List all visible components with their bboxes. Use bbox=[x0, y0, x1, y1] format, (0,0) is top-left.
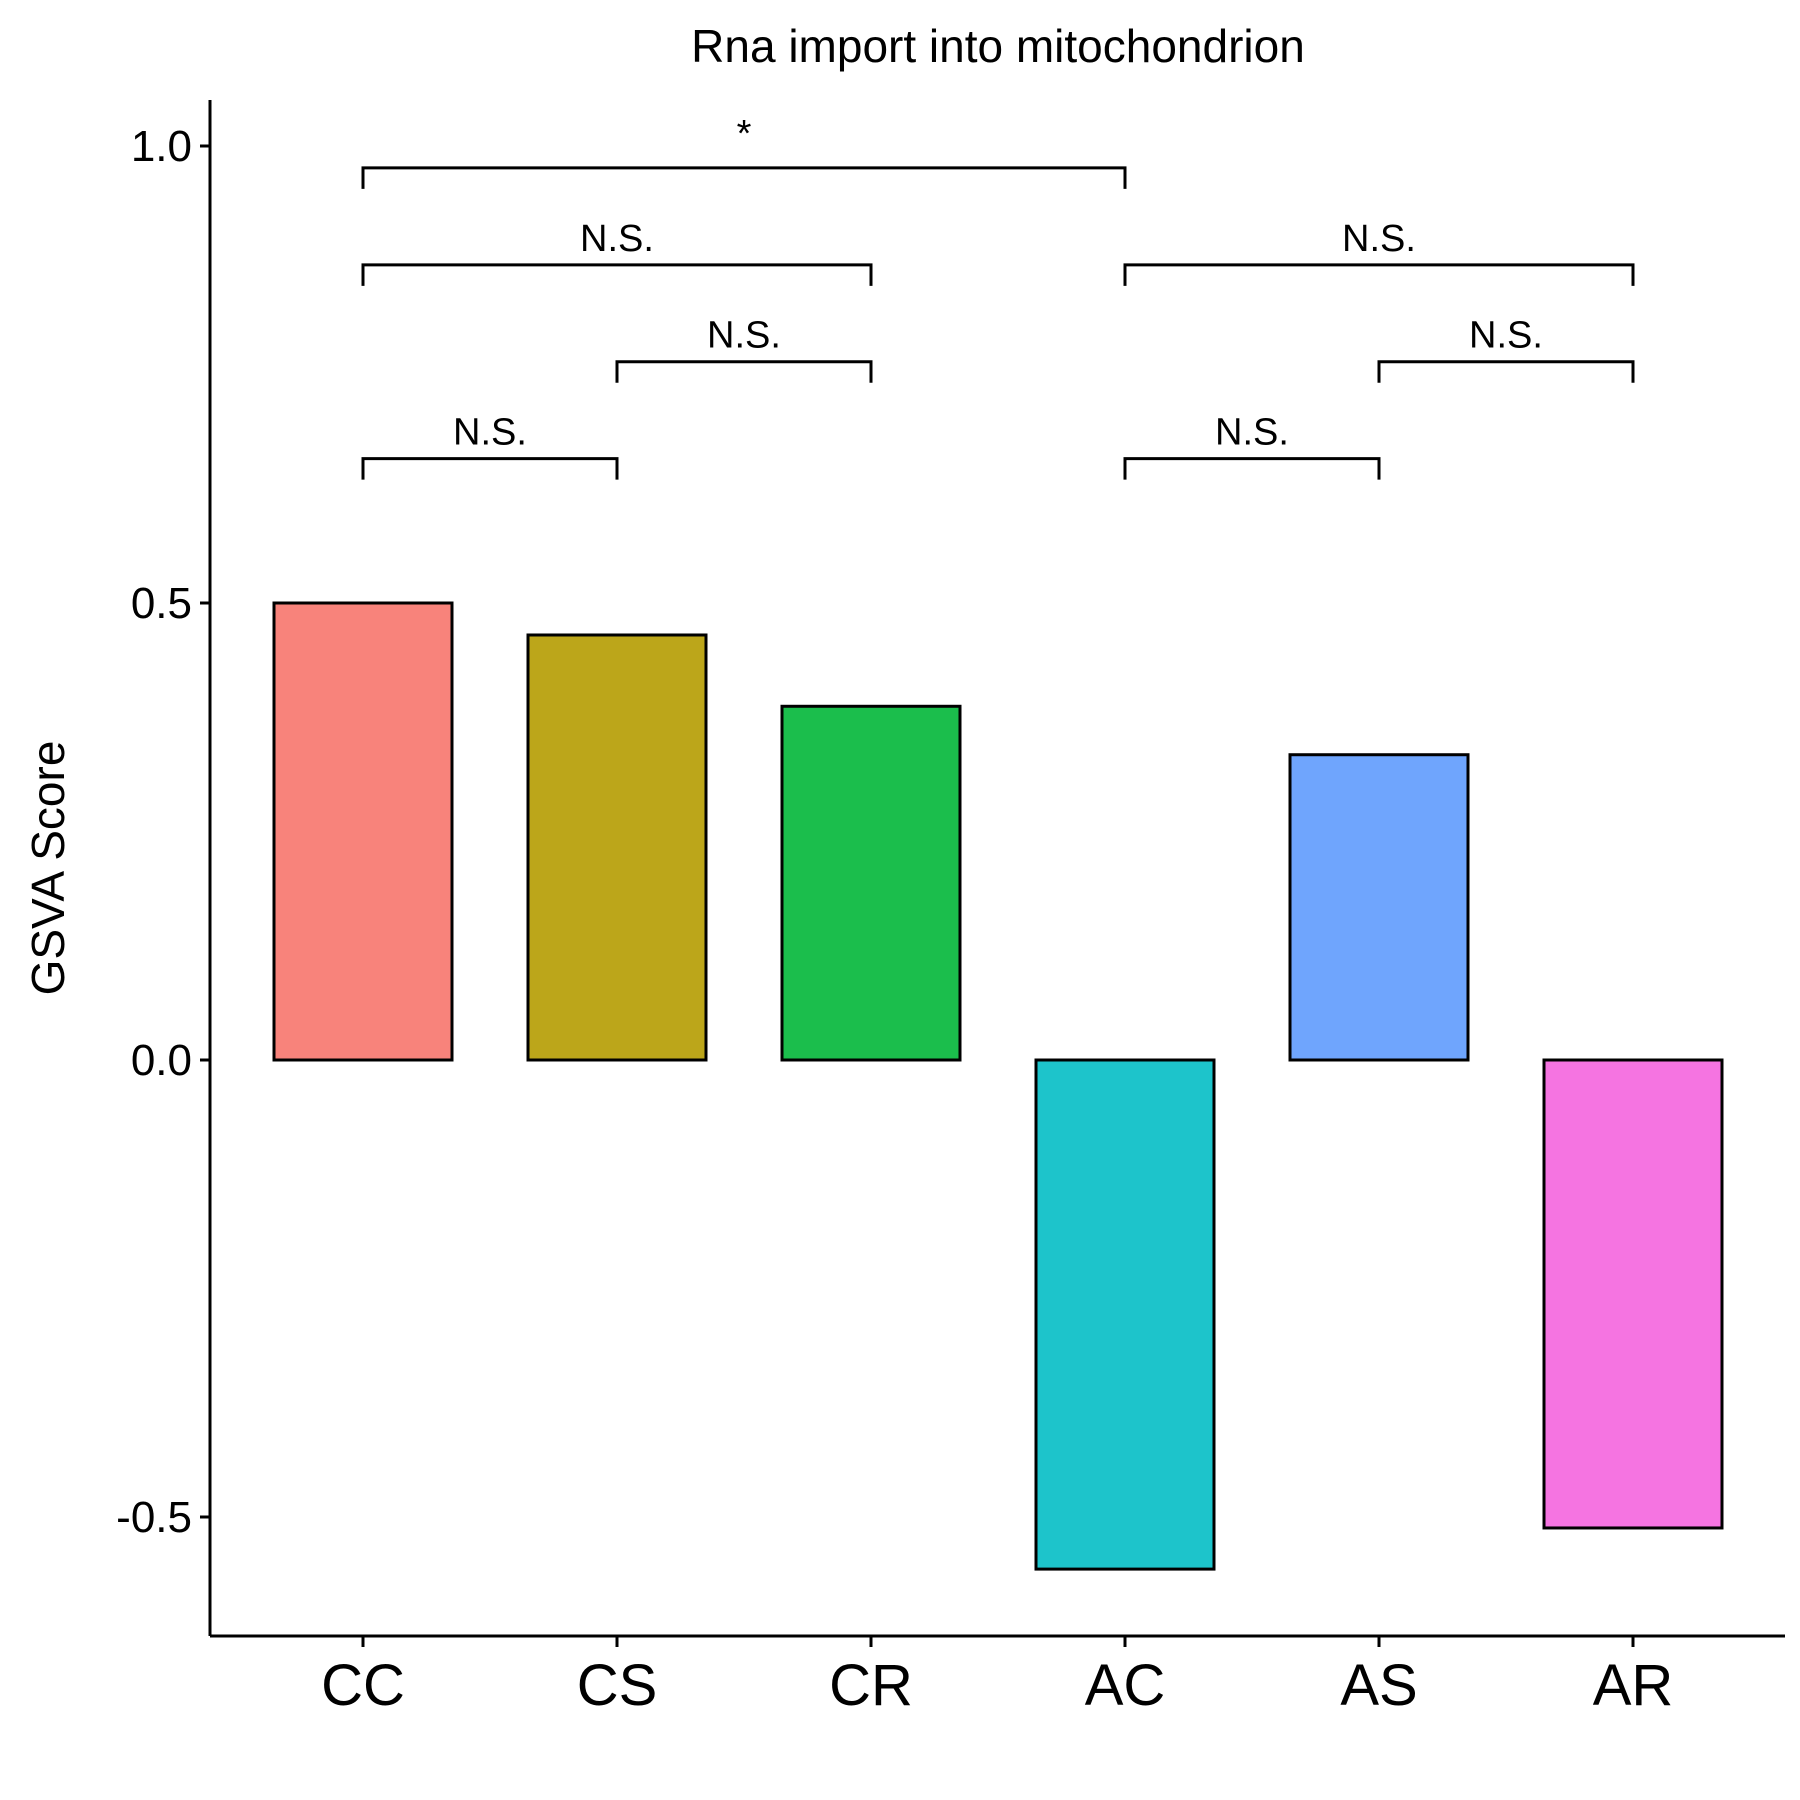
y-tick-label: -0.5 bbox=[116, 1493, 192, 1542]
significance-label: N.S. bbox=[1469, 315, 1543, 357]
y-tick-label: 0.0 bbox=[131, 1036, 192, 1085]
x-ticks: CC CS CR AC AS AR bbox=[321, 1636, 1673, 1718]
axes-layer bbox=[208, 100, 1785, 1638]
y-tick-label: 0.5 bbox=[131, 579, 192, 628]
significance-label: N.S. bbox=[1215, 412, 1289, 454]
significance-bracket bbox=[361, 457, 619, 480]
bars-layer bbox=[272, 601, 1724, 1571]
significance-label: * bbox=[737, 113, 752, 155]
significance-bracket bbox=[1123, 263, 1635, 286]
chart-title: Rna import into mitochondrion bbox=[691, 20, 1305, 72]
bar-ac bbox=[1034, 1058, 1216, 1571]
significance-bracket bbox=[615, 360, 873, 383]
x-tick-label: AS bbox=[1340, 1653, 1417, 1718]
significance-layer: * N.S. N.S. N.S. N.S. N.S. N.S. bbox=[361, 113, 1635, 480]
significance-label: N.S. bbox=[580, 218, 654, 260]
significance-bracket bbox=[361, 263, 873, 286]
y-tick-label: 1.0 bbox=[131, 122, 192, 171]
y-axis-label: GSVA Score bbox=[22, 741, 74, 996]
bar-cr bbox=[780, 704, 962, 1062]
significance-label: N.S. bbox=[453, 412, 527, 454]
x-tick-label: CC bbox=[321, 1653, 405, 1718]
x-tick-label: CR bbox=[829, 1653, 913, 1718]
significance-bracket bbox=[1123, 457, 1381, 480]
significance-bracket bbox=[1377, 360, 1635, 383]
bar-cc bbox=[272, 601, 454, 1062]
x-tick-label: AR bbox=[1593, 1653, 1674, 1718]
x-tick-label: AC bbox=[1085, 1653, 1166, 1718]
significance-bracket bbox=[361, 166, 1127, 189]
y-ticks: -0.5 0.0 0.5 1.0 bbox=[116, 122, 210, 1542]
significance-label: N.S. bbox=[1342, 218, 1416, 260]
x-tick-label: CS bbox=[577, 1653, 658, 1718]
bar-as bbox=[1288, 753, 1470, 1062]
bar-ar bbox=[1542, 1058, 1724, 1530]
bar-cs bbox=[526, 633, 708, 1062]
significance-label: N.S. bbox=[707, 315, 781, 357]
